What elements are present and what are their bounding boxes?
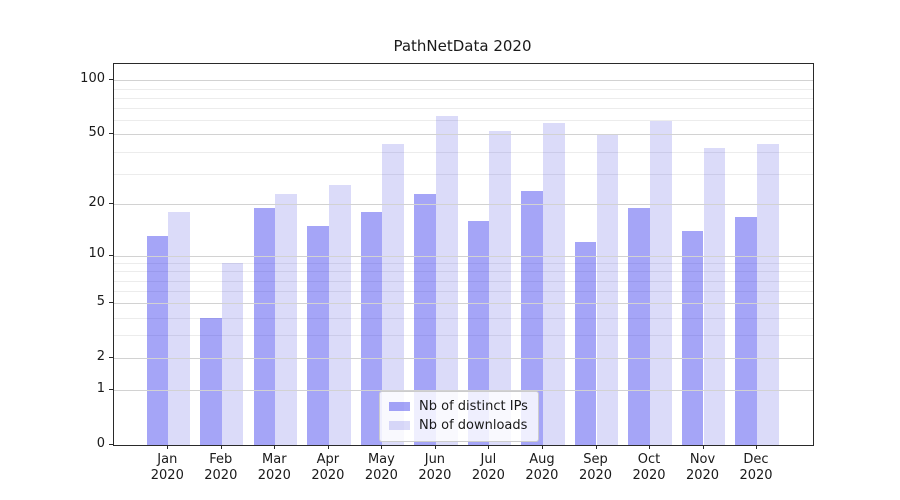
major-gridline [114,134,813,136]
y-tick [109,389,113,391]
x-tick-label-jan: Jan 2020 [150,452,184,483]
bar-nb-of-downloads-nov [703,147,726,445]
x-tick [327,445,329,449]
major-gridline [114,80,813,82]
y-tick [109,79,113,81]
bar-nb-of-distinct-ips-aug [521,190,543,445]
y-tick-label: 5 [96,293,105,309]
bar-nb-of-distinct-ips-feb [200,317,222,445]
x-tick [220,445,222,449]
legend-swatch-downloads [389,421,410,430]
legend-label-downloads: Nb of downloads [419,418,528,433]
x-tick [756,445,757,449]
bar-nb-of-downloads-jan [168,212,190,445]
bar-nb-of-distinct-ips-oct [628,208,650,445]
x-tick [649,445,650,449]
legend-swatch-distinct-ips [389,402,410,411]
bar-nb-of-downloads-sep [596,134,619,445]
y-tick-label: 20 [88,194,105,210]
x-tick [595,445,597,449]
bar-nb-of-downloads-aug [542,122,565,445]
y-tick [109,203,113,205]
legend-item-downloads: Nb of downloads [389,416,528,435]
bar-nb-of-downloads-jun [435,116,458,445]
y-tick [109,444,113,445]
minor-gridline [114,97,813,99]
x-tick-label-feb: Feb 2020 [204,452,238,483]
x-tick [488,445,490,449]
x-tick [434,445,436,449]
chart-title: PathNetData 2020 [393,37,532,55]
x-tick-label-oct: Oct 2020 [632,452,666,483]
x-tick-label-may: May 2020 [364,452,398,483]
x-tick [381,445,383,449]
x-tick-label-dec: Dec 2020 [739,452,773,483]
x-tick [274,445,276,449]
y-tick [109,302,113,304]
x-tick-label-aug: Aug 2020 [525,452,559,483]
x-tick-label-apr: Apr 2020 [311,452,345,483]
y-tick [109,133,113,135]
bar-nb-of-downloads-jul [489,131,512,445]
plot-area: Nb of distinct IPs Nb of downloads [113,63,814,446]
x-tick-label-jun: Jun 2020 [418,452,452,483]
legend: Nb of distinct IPs Nb of downloads [379,391,539,442]
bar-nb-of-distinct-ips-apr [307,225,329,445]
x-tick [702,445,704,449]
bar-nb-of-downloads-mar [275,193,297,445]
legend-item-distinct-ips: Nb of distinct IPs [389,397,528,416]
y-tick-label: 10 [88,246,105,261]
bar-nb-of-distinct-ips-jun [414,193,436,445]
y-tick-label: 100 [80,70,105,86]
bar-nb-of-distinct-ips-mar [253,208,276,445]
minor-gridline [114,120,813,122]
bar-nb-of-distinct-ips-may [360,212,383,445]
bar-nb-of-downloads-dec [757,144,779,445]
y-tick [109,357,113,359]
bar-nb-of-distinct-ips-sep [574,242,597,445]
bar-nb-of-distinct-ips-jan [146,236,169,445]
x-tick-label-mar: Mar 2020 [257,452,291,483]
x-tick [541,445,543,449]
bar-nb-of-downloads-apr [328,184,351,445]
bar-nb-of-downloads-feb [221,263,244,445]
x-tick-label-sep: Sep 2020 [578,452,613,483]
legend-label-distinct-ips: Nb of distinct IPs [419,399,528,414]
y-tick-label: 2 [96,348,105,364]
x-tick [167,445,169,449]
x-tick-label-jul: Jul 2020 [471,452,505,483]
bar-nb-of-distinct-ips-jul [467,221,490,445]
y-tick [109,254,113,256]
x-tick-label-nov: Nov 2020 [685,452,720,483]
bar-nb-of-distinct-ips-dec [735,216,757,445]
bar-nb-of-downloads-oct [650,121,672,445]
minor-gridline [114,88,813,90]
y-tick-label: 50 [88,124,105,140]
bar-nb-of-distinct-ips-nov [681,231,704,445]
y-tick-label: 0 [96,435,105,451]
y-tick-label: 1 [96,380,105,396]
bar-nb-of-downloads-may [382,144,405,445]
minor-gridline [114,108,813,110]
